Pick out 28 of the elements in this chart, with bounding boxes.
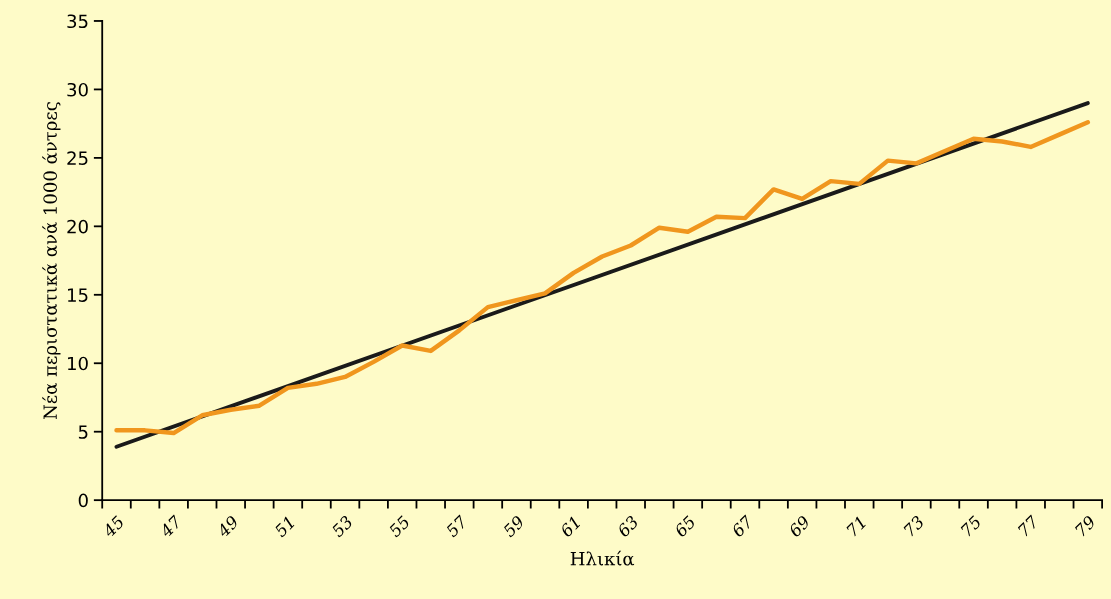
y-tick-label: 20 (67, 219, 88, 234)
x-tick-label: 55 (387, 515, 411, 538)
y-tick-label: 35 (67, 14, 88, 29)
x-tick-label: 69 (787, 514, 811, 538)
y-tick-label: 25 (67, 151, 88, 165)
x-tick-label: 53 (330, 514, 354, 538)
x-tick-label: 65 (673, 514, 697, 538)
x-tick-label: 59 (501, 514, 525, 538)
x-axis-title: Ηλικία (570, 550, 635, 566)
y-tick-label: 0 (78, 493, 88, 508)
y-tick-label: 30 (67, 82, 88, 97)
x-tick-label: 51 (273, 516, 295, 538)
x-tick-label: 71 (845, 516, 866, 537)
x-tick-label: 63 (616, 514, 640, 538)
x-tick-label: 67 (730, 514, 755, 538)
x-tick-label: 75 (960, 515, 982, 537)
x-tick-label: 45 (101, 514, 125, 539)
y-axis-title: Νέα περιστατικά ανά 1000 άντρες (42, 102, 61, 420)
x-tick-label: 73 (903, 514, 925, 537)
y-tick-label: 5 (78, 425, 88, 439)
x-tick-label: 47 (158, 514, 183, 539)
x-tick-label: 57 (444, 514, 469, 538)
x-tick-label: 61 (559, 516, 581, 538)
x-tick-label: 77 (1017, 514, 1040, 537)
x-tick-label: 79 (1074, 514, 1097, 537)
x-tick-label: 49 (215, 514, 240, 539)
y-tick-label: 10 (68, 356, 88, 371)
y-tick-label: 15 (68, 288, 88, 302)
